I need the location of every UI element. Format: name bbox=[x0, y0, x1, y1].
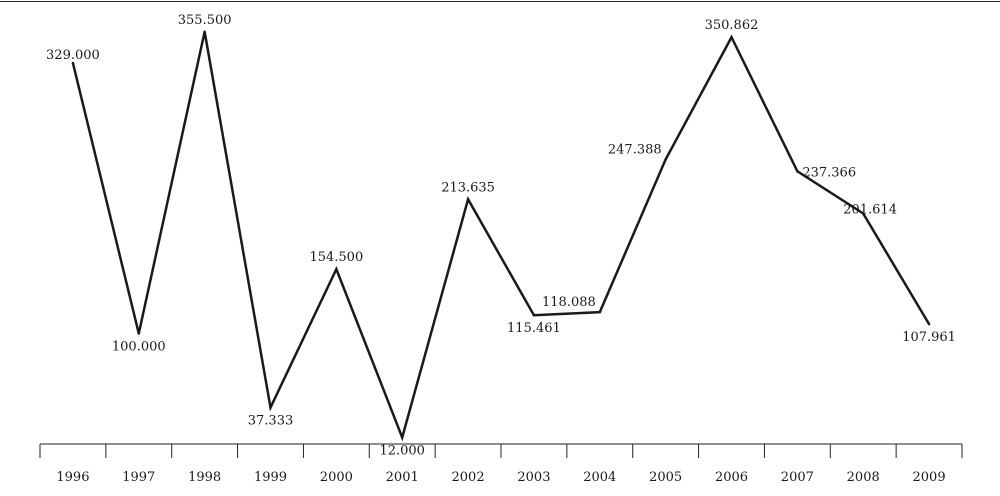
data-point bbox=[203, 30, 206, 34]
data-label: 118.088 bbox=[542, 295, 596, 310]
data-labels: 329.000 100.000 355.500 37.333 154.500 12.000… bbox=[46, 13, 956, 459]
x-tick-label: 2009 bbox=[913, 470, 946, 485]
x-tick-label: 2000 bbox=[320, 470, 353, 485]
series-line bbox=[71, 31, 931, 442]
data-label: 100.000 bbox=[112, 340, 166, 355]
data-label: 154.500 bbox=[309, 250, 363, 265]
x-tick-label: 1998 bbox=[188, 470, 221, 485]
x-tick-label: 2008 bbox=[847, 470, 880, 485]
data-point bbox=[532, 313, 536, 317]
data-label: 201.614 bbox=[843, 202, 897, 217]
data-label: 329.000 bbox=[46, 48, 100, 63]
data-point bbox=[861, 212, 865, 215]
x-tick-label: 2003 bbox=[517, 470, 550, 485]
data-label: 37.333 bbox=[248, 414, 294, 429]
data-point bbox=[466, 198, 470, 201]
data-label: 12.000 bbox=[379, 443, 425, 458]
data-label: 355.500 bbox=[178, 13, 232, 28]
data-label: 213.635 bbox=[441, 180, 495, 195]
x-tick-label: 1999 bbox=[254, 470, 287, 485]
x-tick-label: 2001 bbox=[386, 470, 419, 485]
data-point bbox=[664, 158, 667, 161]
data-label: 247.388 bbox=[608, 142, 662, 157]
x-tick-label: 1996 bbox=[56, 470, 89, 485]
data-label: 115.461 bbox=[507, 321, 561, 336]
data-point bbox=[269, 406, 272, 409]
data-point bbox=[598, 310, 602, 314]
x-tick-label: 2006 bbox=[715, 470, 748, 485]
data-label: 237.366 bbox=[802, 165, 856, 180]
x-axis: 1996 1997 1998 1999 2000 2001 2002 2003 2004 2005… bbox=[39, 443, 963, 485]
data-point bbox=[927, 322, 931, 326]
data-point bbox=[335, 267, 338, 271]
data-point bbox=[137, 332, 141, 335]
data-label: 350.862 bbox=[705, 18, 759, 33]
data-point bbox=[796, 170, 799, 173]
x-tick-label: 1997 bbox=[122, 470, 155, 485]
x-tick-label: 2007 bbox=[781, 470, 814, 485]
x-tick-label: 2005 bbox=[649, 470, 682, 485]
data-label: 107.961 bbox=[902, 330, 956, 345]
data-point bbox=[71, 61, 75, 65]
data-points bbox=[71, 30, 931, 439]
data-point bbox=[730, 35, 733, 39]
x-tick-label: 2004 bbox=[583, 470, 616, 485]
data-point bbox=[400, 436, 404, 439]
x-tick-label: 2002 bbox=[452, 470, 485, 485]
